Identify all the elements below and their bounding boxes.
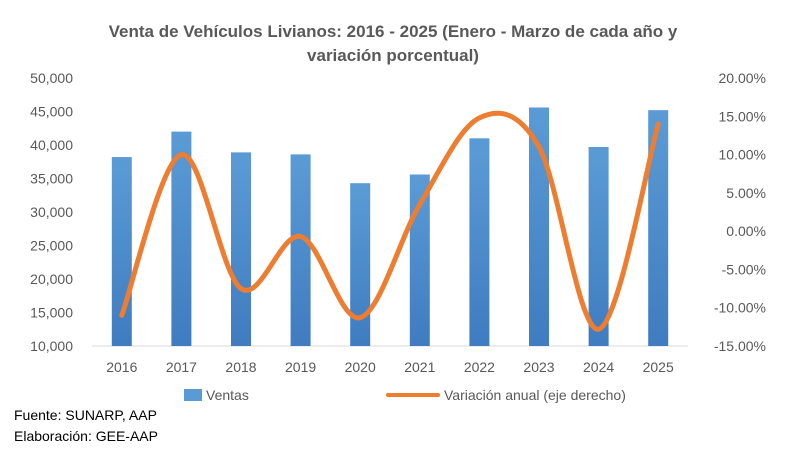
bar-2020 [350,183,371,346]
left-tick-label: 20,000 [30,271,73,287]
bar-2023 [529,107,549,346]
legend-swatch-ventas [184,389,202,401]
right-tick-label: -15.00% [714,338,766,354]
left-tick-label: 40,000 [30,137,73,153]
left-tick-label: 45,000 [30,104,73,120]
author-note: Elaboración: GEE-AAP [14,428,158,444]
x-tick-label: 2025 [643,359,674,375]
right-axis: -15.00% -10.00% -5.00% 0.00% 5.00% 10.00% 15.0… [714,70,766,354]
x-tick-label: 2019 [285,359,316,375]
x-axis: 2016 2017 2018 2019 2020 2021 2022 2023 2024 2025 [106,359,674,375]
x-tick-label: 2024 [583,359,614,375]
chart-title-line2: variación porcentual) [307,46,479,65]
legend: Ventas Variación anual (eje derecho) [184,387,626,403]
right-tick-label: 10.00% [719,147,766,163]
x-tick-label: 2021 [404,359,435,375]
left-tick-label: 35,000 [30,171,73,187]
legend-label-ventas: Ventas [206,387,249,403]
bar-2017 [171,131,192,346]
bar-2018 [231,152,251,346]
x-tick-label: 2017 [166,359,197,375]
left-tick-label: 15,000 [30,305,73,321]
right-tick-label: 5.00% [726,185,766,201]
chart-title-line1: Venta de Vehículos Livianos: 2016 - 2025… [109,22,678,41]
x-tick-label: 2018 [225,359,256,375]
right-tick-label: -10.00% [714,300,766,316]
left-tick-label: 30,000 [30,204,73,220]
right-tick-label: 15.00% [719,108,766,124]
bar-2025 [648,110,669,346]
left-tick-label: 50,000 [30,70,73,86]
x-tick-label: 2020 [345,359,376,375]
variacion-line [119,110,661,332]
x-tick-label: 2022 [464,359,495,375]
legend-label-variacion: Variación anual (eje derecho) [444,387,626,403]
left-tick-label: 10,000 [30,338,73,354]
right-tick-label: -5.00% [722,261,766,277]
left-axis: 10,000 15,000 20,000 25,000 30,000 35,000 40,0… [30,70,73,354]
bar-2022 [469,138,490,346]
x-tick-label: 2023 [523,359,554,375]
right-tick-label: 0.00% [726,223,766,239]
x-tick-label: 2016 [106,359,137,375]
line-series [119,110,661,332]
bar-2024 [588,147,609,346]
bar-2019 [290,154,311,346]
left-tick-label: 25,000 [30,238,73,254]
right-tick-label: 20.00% [719,70,766,86]
source-note: Fuente: SUNARP, AAP [14,407,157,423]
bar-series [111,107,669,346]
